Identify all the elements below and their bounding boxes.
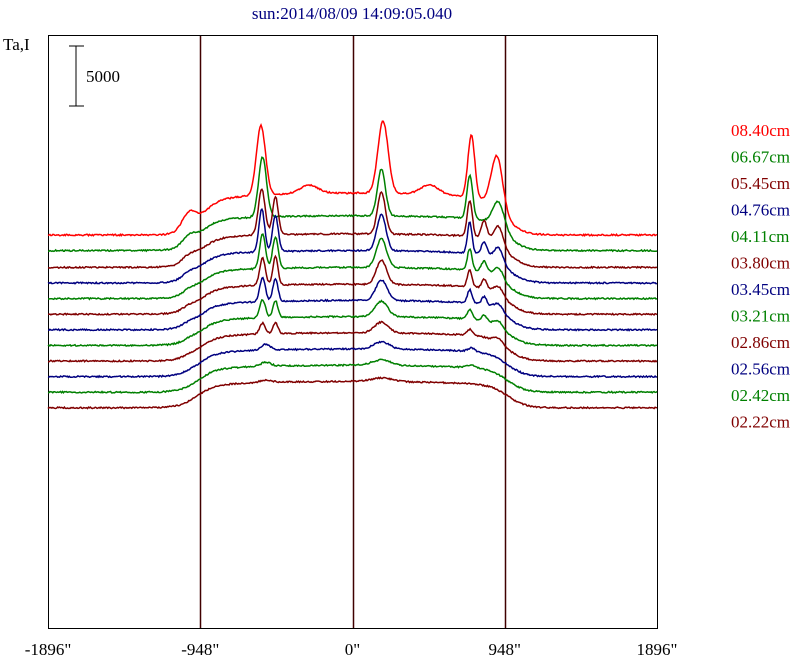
x-tick-label: 0" [345, 640, 360, 659]
legend-entry: 03.80cm [731, 254, 790, 273]
y-axis-label: Ta,I [3, 35, 30, 54]
legend-entry: 06.67cm [731, 148, 790, 167]
series-line-03.21cm [47, 298, 658, 348]
series-line-04.11cm [48, 233, 658, 301]
x-tick-label: -1896" [25, 640, 72, 659]
legend-entry: 05.45cm [731, 174, 790, 193]
legend-entry: 02.56cm [731, 360, 790, 379]
legend-entry: 02.42cm [731, 386, 790, 405]
legend-entry: 04.76cm [731, 201, 790, 220]
scale-bar: 5000 [69, 45, 120, 107]
legend-entry: 08.40cm [731, 121, 790, 140]
series-line-02.42cm [47, 358, 658, 395]
series-line-06.67cm [48, 156, 658, 253]
grid-lines [199, 36, 507, 628]
series-line-03.45cm [48, 276, 658, 332]
series-line-02.56cm [47, 340, 658, 379]
series-line-05.45cm [47, 188, 658, 270]
series-line-03.80cm [48, 254, 658, 316]
series-lines [47, 120, 658, 410]
x-tick-labels: -1896" -948" 0" 948" 1896" [25, 640, 678, 659]
series-line-02.86cm [48, 320, 658, 363]
legend: 08.40cm 06.67cm 05.45cm 04.76cm 04.11cm 03.80… [731, 121, 790, 432]
x-tick-label: 948" [489, 640, 521, 659]
x-tick-label: 1896" [637, 640, 678, 659]
series-line-02.22cm [47, 376, 658, 410]
series-line-08.40cm [47, 120, 658, 238]
legend-entry: 03.21cm [731, 307, 790, 326]
legend-entry: 04.11cm [731, 227, 789, 246]
scale-bar-label: 5000 [86, 67, 120, 86]
legend-entry: 02.86cm [731, 333, 790, 352]
series-line-04.76cm [47, 207, 658, 285]
plot-border [48, 35, 658, 629]
x-tick-label: -948" [181, 640, 219, 659]
legend-entry: 02.22cm [731, 413, 790, 432]
chart-title: sun:2014/08/09 14:09:05.040 [252, 4, 452, 23]
legend-entry: 03.45cm [731, 280, 790, 299]
